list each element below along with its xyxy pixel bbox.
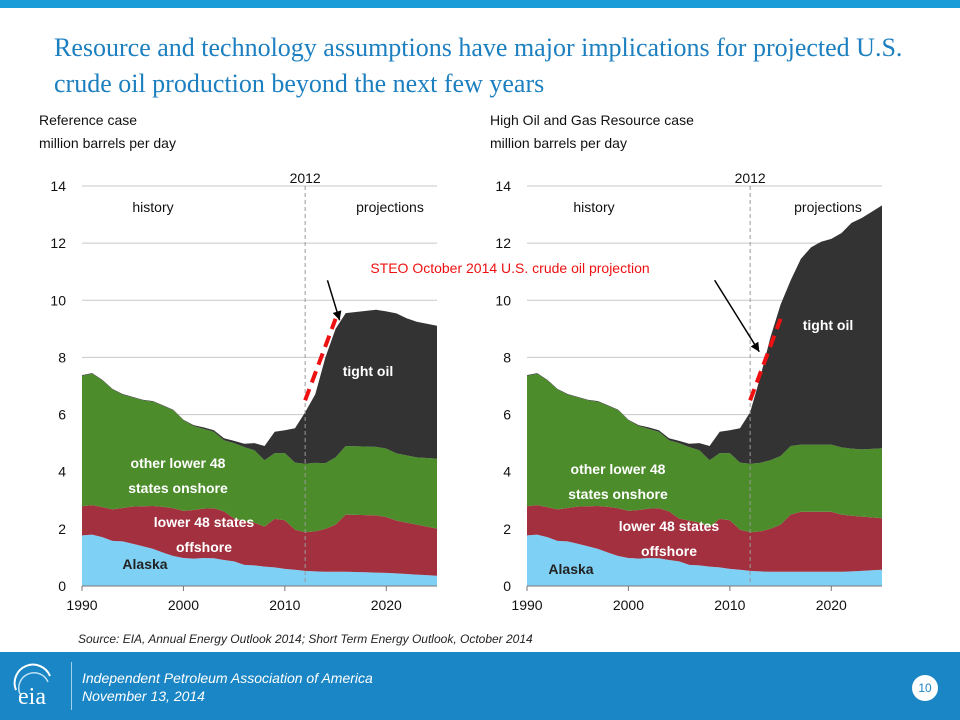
chart1-x-tick-label: 2020 — [371, 597, 402, 613]
charts-canvas: Reference case million barrels per day 0 2 4… — [39, 112, 882, 613]
chart2-y-tick-label: 10 — [495, 292, 511, 308]
eia-logo-icon: eia — [13, 663, 51, 710]
chart2-y-tick-label: 2 — [503, 521, 511, 537]
slide-title: Resource and technology assumptions have… — [54, 33, 903, 98]
chart1-y-tick-label: 6 — [58, 407, 66, 423]
footer-bar: eia Independent Petroleum Association of… — [0, 652, 960, 720]
chart2-y-tick-label: 4 — [503, 464, 511, 480]
chart1-area-onshore — [82, 373, 437, 533]
chart2-y-tick-label: 14 — [495, 178, 511, 194]
chart2-label-onshore-line2: states onshore — [568, 486, 668, 502]
chart1-y-tick-label: 14 — [50, 178, 66, 194]
chart1-label-alaska: Alaska — [122, 556, 167, 572]
chart1-y-tick-label: 0 — [58, 578, 66, 594]
chart2-x-tick-label: 2000 — [613, 597, 644, 613]
chart1-label-onshore-line2: states onshore — [128, 480, 228, 496]
page-number: 10 — [912, 675, 938, 701]
chart2-area-alaska — [527, 534, 882, 586]
footer-divider — [71, 662, 72, 710]
chart2-projections-label: projections — [794, 199, 862, 215]
chart1-label-tight-oil: tight oil — [343, 363, 394, 379]
chart1-x-tick-label: 2000 — [168, 597, 199, 613]
chart1-label-offshore: lower 48 states — [154, 514, 255, 530]
chart1-steo-projection-line — [303, 318, 338, 401]
chart2-history-label: history — [573, 199, 614, 215]
chart2-divider-label: 2012 — [735, 170, 766, 186]
chart2-area-onshore — [527, 373, 882, 533]
chart2-x-tick-label: 1990 — [511, 597, 542, 613]
footer-date: November 13, 2014 — [82, 688, 205, 704]
source-note: Source: EIA, Annual Energy Outlook 2014;… — [78, 632, 533, 646]
chart2-steo-projection-line — [748, 318, 783, 401]
chart2-label-onshore: other lower 48 — [571, 461, 666, 477]
chart1-subtitle: million barrels per day — [39, 135, 176, 151]
chart2-x-tick-label: 2010 — [714, 597, 745, 613]
chart2-steo-arrowhead — [750, 341, 760, 352]
chart1-projections-label: projections — [356, 199, 424, 215]
chart1-history-label: history — [132, 199, 173, 215]
chart2-y-tick-label: 0 — [503, 578, 511, 594]
top-accent-bar — [0, 0, 960, 8]
chart2-label-tight-oil: tight oil — [803, 317, 854, 333]
chart2-y-tick-label: 6 — [503, 407, 511, 423]
chart2-label-offshore: lower 48 states — [619, 518, 720, 534]
chart2-label-offshore-line2: offshore — [641, 543, 697, 559]
chart2-y-tick-label: 8 — [503, 349, 511, 365]
chart1-y-tick-label: 8 — [58, 349, 66, 365]
chart1-area-offshore — [82, 505, 437, 576]
chart1-y-tick-label: 4 — [58, 464, 66, 480]
chart2-label-alaska: Alaska — [548, 561, 593, 577]
footer-organization: Independent Petroleum Association of Ame… — [82, 670, 373, 686]
chart1-y-tick-label: 12 — [50, 235, 66, 251]
chart2-x-tick-label: 2020 — [816, 597, 847, 613]
chart1-x-tick-label: 2010 — [269, 597, 300, 613]
chart2-steo-arrow-line — [714, 279, 760, 353]
chart2-y-tick-label: 12 — [495, 235, 511, 251]
chart1-area-tight-oil — [82, 309, 437, 464]
chart1-y-tick-label: 2 — [58, 521, 66, 537]
chart1-steo-arrowhead — [332, 310, 342, 321]
chart1-label-offshore-line2: offshore — [176, 539, 232, 555]
chart2-title: High Oil and Gas Resource case — [490, 112, 694, 128]
chart1-divider-label: 2012 — [290, 170, 321, 186]
eia-logo-text: eia — [18, 684, 46, 710]
chart1-label-onshore: other lower 48 — [131, 455, 226, 471]
chart2-subtitle: million barrels per day — [490, 135, 627, 151]
chart1-x-tick-label: 1990 — [66, 597, 97, 613]
chart2-area-offshore — [527, 505, 882, 572]
chart1-title: Reference case — [39, 112, 137, 128]
steo-label: STEO October 2014 U.S. crude oil project… — [370, 260, 649, 276]
chart1-area-alaska — [82, 534, 437, 586]
chart2-area-tight-oil — [527, 205, 882, 464]
chart1-y-tick-label: 10 — [50, 292, 66, 308]
